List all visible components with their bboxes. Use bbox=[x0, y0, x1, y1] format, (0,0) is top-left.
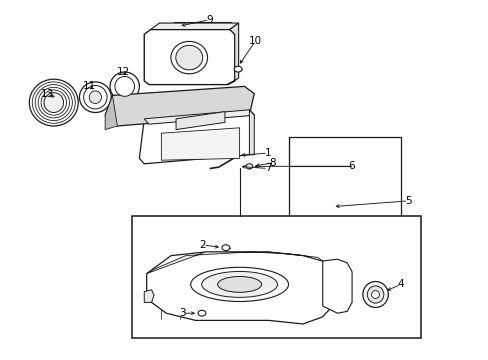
Polygon shape bbox=[227, 23, 238, 85]
Ellipse shape bbox=[89, 91, 102, 104]
Circle shape bbox=[222, 245, 229, 251]
Polygon shape bbox=[146, 252, 322, 274]
Ellipse shape bbox=[115, 77, 134, 96]
Polygon shape bbox=[176, 112, 224, 130]
Ellipse shape bbox=[362, 282, 387, 307]
Text: 3: 3 bbox=[179, 308, 185, 318]
Text: 12: 12 bbox=[116, 67, 130, 77]
Text: 11: 11 bbox=[82, 81, 96, 91]
Text: 7: 7 bbox=[264, 163, 271, 174]
Circle shape bbox=[234, 66, 242, 72]
Text: 9: 9 bbox=[205, 15, 212, 25]
Text: 8: 8 bbox=[269, 158, 276, 168]
Polygon shape bbox=[150, 23, 238, 30]
Polygon shape bbox=[144, 290, 154, 302]
Ellipse shape bbox=[79, 82, 111, 112]
Text: 6: 6 bbox=[347, 161, 354, 171]
Ellipse shape bbox=[110, 72, 139, 101]
Ellipse shape bbox=[171, 41, 207, 74]
Polygon shape bbox=[249, 110, 254, 155]
Bar bbox=[132, 216, 420, 338]
Ellipse shape bbox=[29, 79, 78, 126]
Ellipse shape bbox=[176, 45, 203, 70]
Polygon shape bbox=[161, 128, 239, 160]
Polygon shape bbox=[105, 95, 117, 130]
Text: 4: 4 bbox=[397, 279, 404, 289]
Ellipse shape bbox=[44, 93, 63, 112]
Circle shape bbox=[245, 164, 252, 169]
Text: 10: 10 bbox=[248, 36, 261, 46]
Text: 13: 13 bbox=[40, 89, 54, 99]
Polygon shape bbox=[105, 86, 254, 126]
Text: 1: 1 bbox=[264, 148, 271, 158]
Ellipse shape bbox=[366, 286, 383, 303]
Polygon shape bbox=[139, 110, 254, 164]
Polygon shape bbox=[146, 252, 332, 324]
Circle shape bbox=[198, 310, 205, 316]
Bar bbox=[288, 137, 400, 220]
Ellipse shape bbox=[190, 267, 288, 302]
Polygon shape bbox=[322, 259, 351, 313]
Ellipse shape bbox=[371, 291, 379, 298]
Text: 2: 2 bbox=[199, 240, 206, 250]
Ellipse shape bbox=[83, 85, 107, 109]
Polygon shape bbox=[144, 30, 234, 85]
Text: 5: 5 bbox=[404, 196, 411, 206]
Ellipse shape bbox=[201, 271, 277, 297]
Polygon shape bbox=[144, 110, 254, 124]
Ellipse shape bbox=[217, 276, 261, 292]
